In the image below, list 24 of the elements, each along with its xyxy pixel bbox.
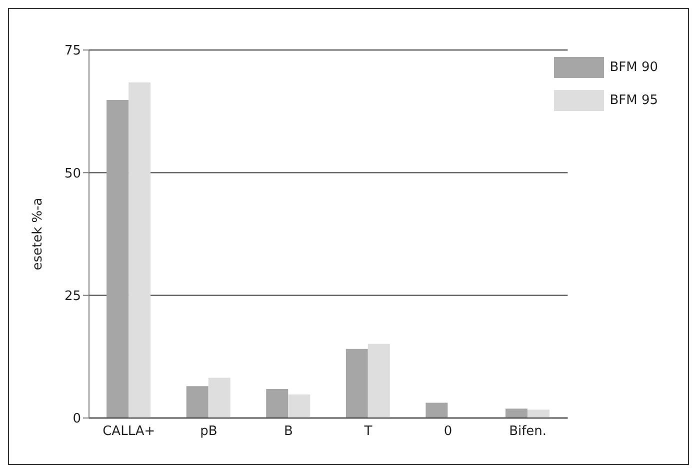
- bar: [266, 389, 288, 418]
- y-tick-label: 25: [64, 288, 81, 304]
- bar: [208, 378, 230, 418]
- y-tick-label: 50: [64, 166, 81, 182]
- x-tick-label: B: [284, 424, 293, 440]
- y-tick-label: 75: [64, 44, 81, 59]
- bar: [186, 386, 208, 418]
- bar: [368, 344, 390, 418]
- x-tick-label: CALLA+: [102, 424, 156, 440]
- legend-label: BFM 90: [610, 60, 658, 75]
- legend-label: BFM 95: [610, 93, 658, 108]
- bar: [288, 394, 310, 418]
- bar: [346, 348, 368, 418]
- x-tick-label: Bifen.: [509, 424, 547, 440]
- x-tick-label: T: [363, 424, 372, 440]
- bar: [106, 100, 129, 418]
- x-tick-label: 0: [444, 424, 452, 440]
- y-tick-label: 0: [72, 412, 81, 427]
- x-tick-label: pB: [200, 424, 218, 440]
- y-axis-title: esetek %-a: [30, 198, 46, 270]
- bar: [505, 408, 528, 418]
- bar: [527, 410, 550, 418]
- bar: [128, 82, 151, 418]
- bar: [426, 402, 448, 418]
